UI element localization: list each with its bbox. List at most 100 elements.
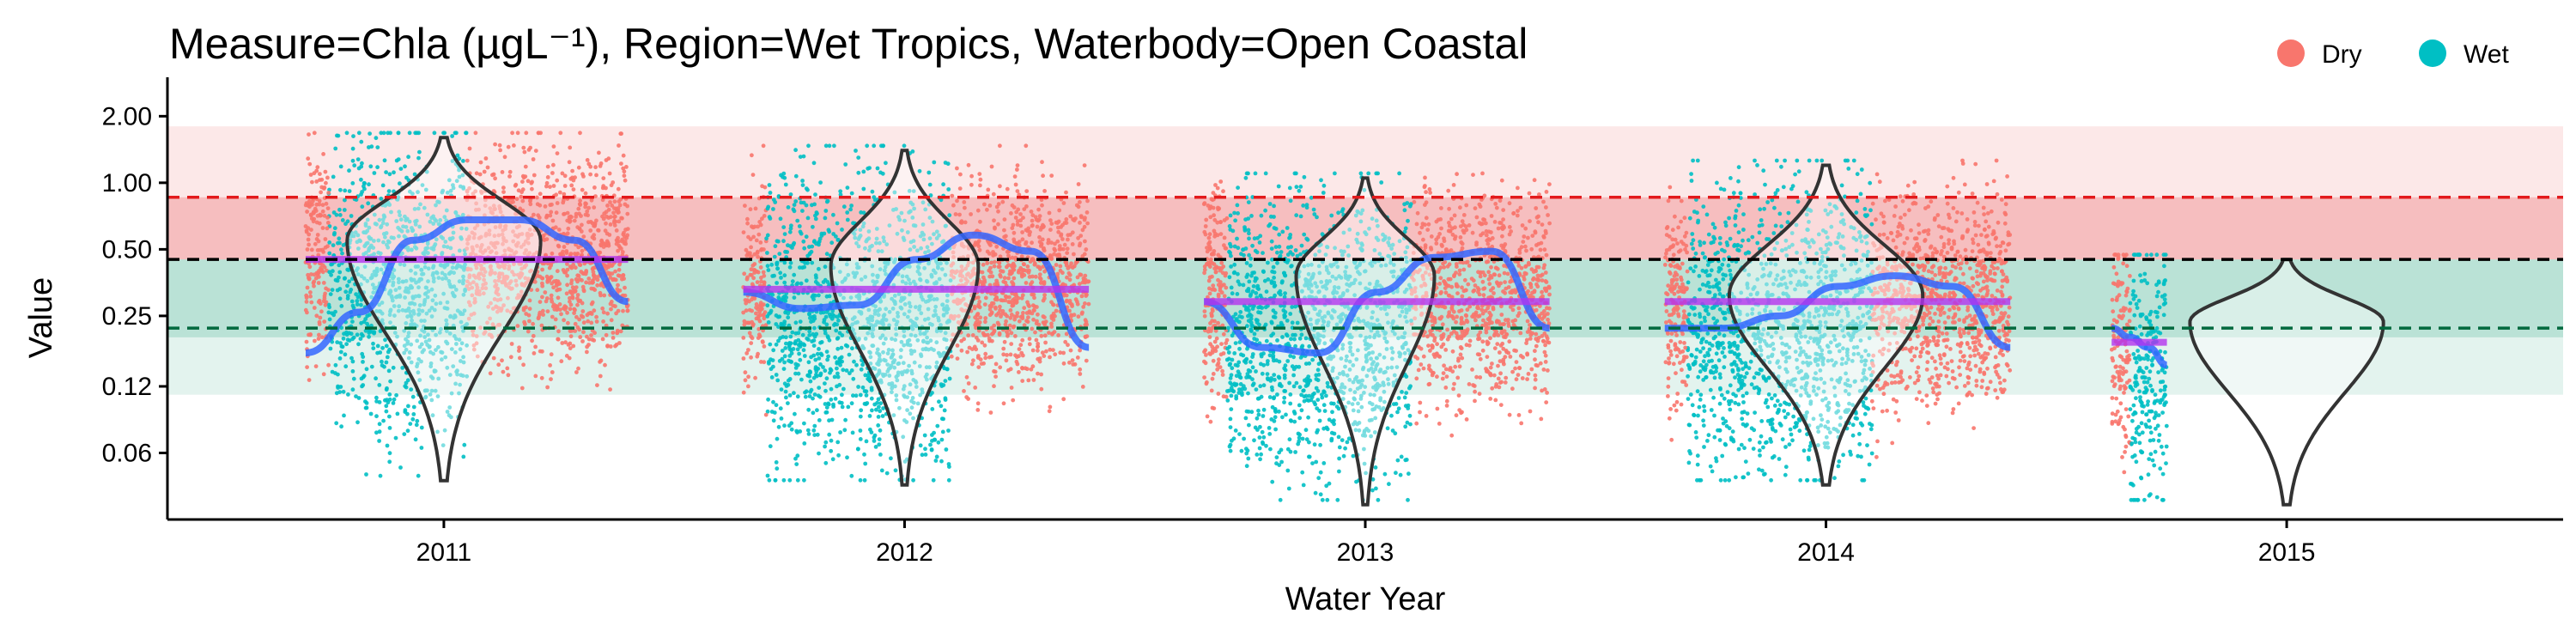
wet-point (858, 414, 863, 419)
dry-point (1052, 246, 1057, 252)
dry-point (324, 286, 328, 291)
wet-point (841, 368, 846, 373)
dry-point (602, 293, 607, 298)
wet-point (833, 397, 838, 401)
wet-point (768, 342, 773, 347)
dry-point (540, 308, 545, 313)
dry-point (1060, 237, 1065, 241)
dry-point (745, 221, 750, 226)
dry-point (965, 349, 969, 355)
dry-point (310, 202, 314, 207)
dry-point (555, 269, 560, 274)
dry-point (983, 295, 988, 301)
wet-point (804, 278, 809, 283)
dry-point (601, 184, 606, 189)
wet-point (398, 465, 403, 470)
dry-point (617, 143, 621, 148)
dry-point (574, 211, 579, 216)
wet-point (863, 461, 868, 466)
dry-point (581, 320, 586, 325)
dry-point (1204, 381, 1209, 386)
wet-point (793, 411, 797, 416)
dry-point (548, 185, 552, 190)
dry-point (1010, 203, 1015, 208)
dry-point (531, 321, 535, 326)
dry-point (748, 237, 753, 241)
dry-point (521, 145, 526, 150)
wet-point (359, 320, 363, 325)
dry-point (597, 150, 601, 155)
dry-point (607, 270, 612, 276)
dry-point (472, 296, 477, 301)
wet-point (862, 452, 866, 457)
wet-point (782, 280, 787, 285)
wet-point (403, 164, 407, 169)
dry-point (580, 284, 586, 289)
wet-point (818, 362, 823, 367)
wet-point (829, 398, 834, 402)
wet-point (330, 311, 334, 316)
wet-point (337, 390, 343, 394)
dry-point (746, 374, 750, 380)
dry-point (1065, 251, 1070, 255)
dry-point (573, 252, 577, 256)
dry-point (592, 308, 597, 313)
wet-point (350, 146, 355, 151)
dry-point (991, 301, 996, 306)
dry-point (1004, 358, 1009, 363)
dry-point (304, 228, 309, 233)
wet-point (812, 314, 817, 319)
dry-point (553, 317, 558, 322)
wet-point (849, 368, 854, 373)
wet-point (808, 316, 812, 320)
dry-point (977, 247, 982, 252)
wet-point (766, 268, 771, 272)
dry-point (1079, 312, 1084, 316)
dry-point (585, 344, 589, 349)
dry-point (321, 281, 326, 285)
wet-point (331, 243, 336, 247)
wet-point (382, 158, 387, 163)
wet-point (437, 330, 442, 335)
dry-point (493, 142, 497, 147)
dry-point (592, 338, 597, 343)
dry-point (989, 325, 994, 331)
wet-point (779, 276, 783, 280)
wet-point (866, 377, 872, 382)
wet-point (781, 225, 787, 229)
dry-point (981, 361, 986, 366)
dry-point (1041, 298, 1046, 303)
wet-point (413, 437, 418, 442)
wet-point (927, 170, 932, 175)
dry-point (616, 308, 621, 313)
dry-point (1016, 207, 1021, 212)
wet-point (792, 203, 797, 208)
dry-point (592, 205, 597, 210)
wet-point (818, 351, 823, 356)
dry-point (319, 335, 325, 340)
wet-point (826, 228, 831, 233)
wet-point (767, 361, 771, 366)
dry-point (951, 203, 956, 208)
dry-point (325, 221, 331, 225)
dry-point (983, 355, 988, 361)
wet-point (765, 473, 770, 478)
dry-point (1020, 337, 1025, 343)
dry-point (1035, 305, 1039, 309)
wet-point (813, 192, 817, 197)
dry-point (544, 299, 549, 304)
dry-point (996, 209, 1000, 214)
wet-point (348, 289, 353, 295)
dry-point (554, 210, 559, 216)
dry-point (1024, 143, 1029, 149)
wet-point (445, 300, 450, 305)
dry-point (962, 200, 967, 204)
dry-point (532, 212, 536, 217)
wet-point (878, 409, 883, 414)
wet-point (392, 170, 396, 175)
dry-point (615, 239, 620, 244)
wet-point (332, 231, 337, 235)
wet-point (384, 343, 389, 349)
dry-point (543, 204, 548, 209)
wet-point (782, 260, 787, 265)
